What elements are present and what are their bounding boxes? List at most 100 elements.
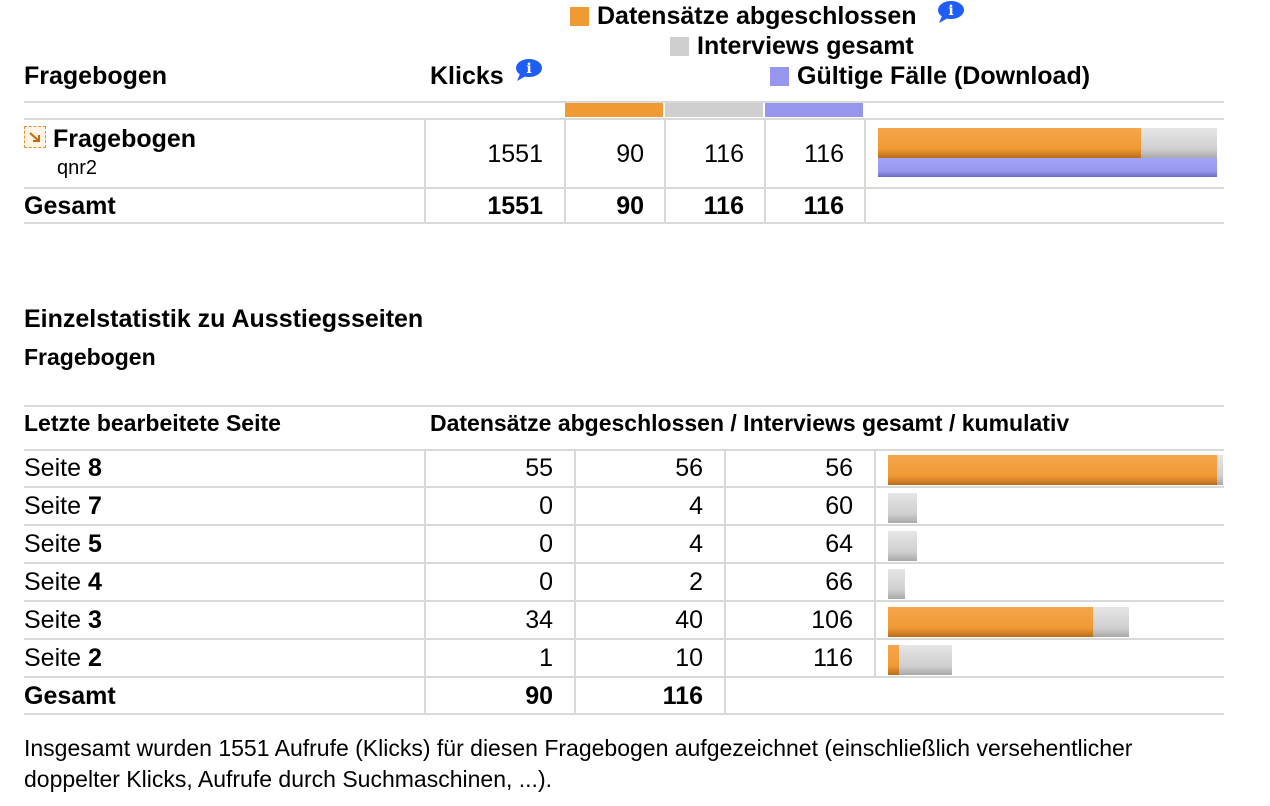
- column-strip-interviews: [665, 103, 763, 117]
- page-prefix: Seite: [24, 454, 81, 482]
- page-label: Seite 3: [24, 606, 102, 635]
- page-number: 4: [87, 568, 102, 596]
- page-prefix: Seite: [24, 492, 81, 520]
- summary-clicks: 1551: [487, 140, 543, 168]
- divider: [24, 449, 1224, 451]
- column-strip-valid: [765, 103, 863, 117]
- column-separator: [664, 119, 666, 223]
- column-separator: [424, 450, 426, 714]
- page-prefix: Seite: [24, 568, 81, 596]
- column-separator: [864, 119, 866, 223]
- col-header-clicks: Klicks: [430, 62, 504, 90]
- divider: [24, 638, 1224, 640]
- summary-completed: 90: [616, 140, 644, 168]
- summary-valid: 116: [804, 140, 844, 168]
- questionnaire-name-link[interactable]: Fragebogen: [53, 125, 197, 153]
- cell-interviews: 4: [689, 530, 703, 558]
- page-prefix: Seite: [24, 644, 81, 672]
- exit-total-interviews: 116: [662, 682, 703, 710]
- page-label: Seite 7: [24, 492, 102, 521]
- column-separator: [564, 119, 566, 223]
- divider: [24, 600, 1224, 602]
- col-header-last-page: Letzte bearbeitete Seite: [24, 410, 281, 436]
- info-icon[interactable]: i: [514, 58, 544, 82]
- bar-completed: [888, 455, 1217, 485]
- divider: [24, 713, 1224, 715]
- cell-completed: 0: [539, 530, 553, 558]
- legend-label-interviews: Interviews gesamt: [697, 32, 914, 60]
- cell-interviews: 56: [675, 454, 703, 482]
- summary-bar-completed: [878, 128, 1141, 158]
- questionnaire-icon[interactable]: [24, 126, 46, 148]
- column-separator: [764, 119, 766, 223]
- col-header-questionnaire: Fragebogen: [24, 62, 168, 90]
- column-strip-completed: [565, 103, 663, 117]
- svg-text:i: i: [526, 61, 531, 77]
- page-prefix: Seite: [24, 530, 81, 558]
- legend-swatch-valid: [770, 67, 789, 86]
- divider: [24, 486, 1224, 488]
- cell-completed: 34: [525, 606, 553, 634]
- cell-interviews: 10: [675, 644, 703, 672]
- legend-swatch-completed: [570, 7, 589, 26]
- cell-cumulative: 64: [825, 530, 853, 558]
- page-number: 5: [87, 530, 102, 558]
- legend-label-valid: Gültige Fälle (Download): [797, 62, 1091, 90]
- info-icon[interactable]: i: [936, 0, 966, 24]
- footer-note: Insgesamt wurden 1551 Aufrufe (Klicks) f…: [24, 735, 1133, 792]
- divider: [24, 118, 1224, 120]
- legend-label-completed: Datensätze abgeschlossen: [597, 2, 917, 30]
- bar-interviews: [888, 531, 917, 561]
- divider: [24, 187, 1224, 189]
- page-number: 3: [87, 606, 102, 634]
- cell-interviews: 2: [689, 568, 703, 596]
- exit-total-completed: 90: [525, 682, 553, 710]
- divider: [24, 222, 1224, 224]
- page-label: Seite 2: [24, 644, 102, 673]
- page-number: 7: [87, 492, 102, 520]
- cell-completed: 0: [539, 568, 553, 596]
- col-header-stats: Datensätze abgeschlossen / Interviews ge…: [430, 410, 1070, 436]
- exit-total-label: Gesamt: [24, 682, 116, 710]
- cell-cumulative: 56: [825, 454, 853, 482]
- summary-total-clicks: 1551: [487, 192, 543, 220]
- cell-interviews: 40: [675, 606, 703, 634]
- bar-interviews: [888, 493, 917, 523]
- summary-total-interviews: 116: [703, 192, 744, 220]
- bar-interviews: [888, 569, 905, 599]
- bar-completed: [888, 645, 899, 675]
- page-label: Seite 8: [24, 454, 102, 483]
- column-separator: [574, 450, 576, 714]
- cell-cumulative: 66: [825, 568, 853, 596]
- page-prefix: Seite: [24, 606, 81, 634]
- cell-completed: 55: [525, 454, 553, 482]
- cell-completed: 0: [539, 492, 553, 520]
- summary-total-valid: 116: [803, 192, 844, 220]
- cell-completed: 1: [539, 644, 553, 672]
- section-title: Einzelstatistik zu Ausstiegsseiten: [24, 305, 424, 333]
- summary-interviews: 116: [704, 140, 744, 168]
- summary-total-completed: 90: [616, 192, 644, 220]
- divider: [24, 524, 1224, 526]
- column-separator: [424, 119, 426, 223]
- column-separator: [874, 450, 876, 676]
- summary-total-label: Gesamt: [24, 192, 116, 220]
- questionnaire-id: qnr2: [57, 157, 98, 179]
- divider: [24, 101, 1224, 103]
- page-number: 2: [87, 644, 102, 672]
- page-number: 8: [87, 454, 102, 482]
- column-separator: [724, 450, 726, 714]
- page-label: Seite 5: [24, 530, 102, 559]
- bar-completed: [888, 607, 1093, 637]
- svg-text:i: i: [948, 3, 953, 19]
- cell-cumulative: 106: [811, 606, 853, 634]
- divider: [24, 676, 1224, 678]
- cell-cumulative: 60: [825, 492, 853, 520]
- cell-interviews: 4: [689, 492, 703, 520]
- legend-swatch-interviews: [670, 37, 689, 56]
- divider: [24, 562, 1224, 564]
- section-subtitle: Fragebogen: [24, 344, 156, 370]
- divider: [24, 405, 1224, 407]
- cell-cumulative: 116: [813, 644, 853, 672]
- page-label: Seite 4: [24, 568, 102, 597]
